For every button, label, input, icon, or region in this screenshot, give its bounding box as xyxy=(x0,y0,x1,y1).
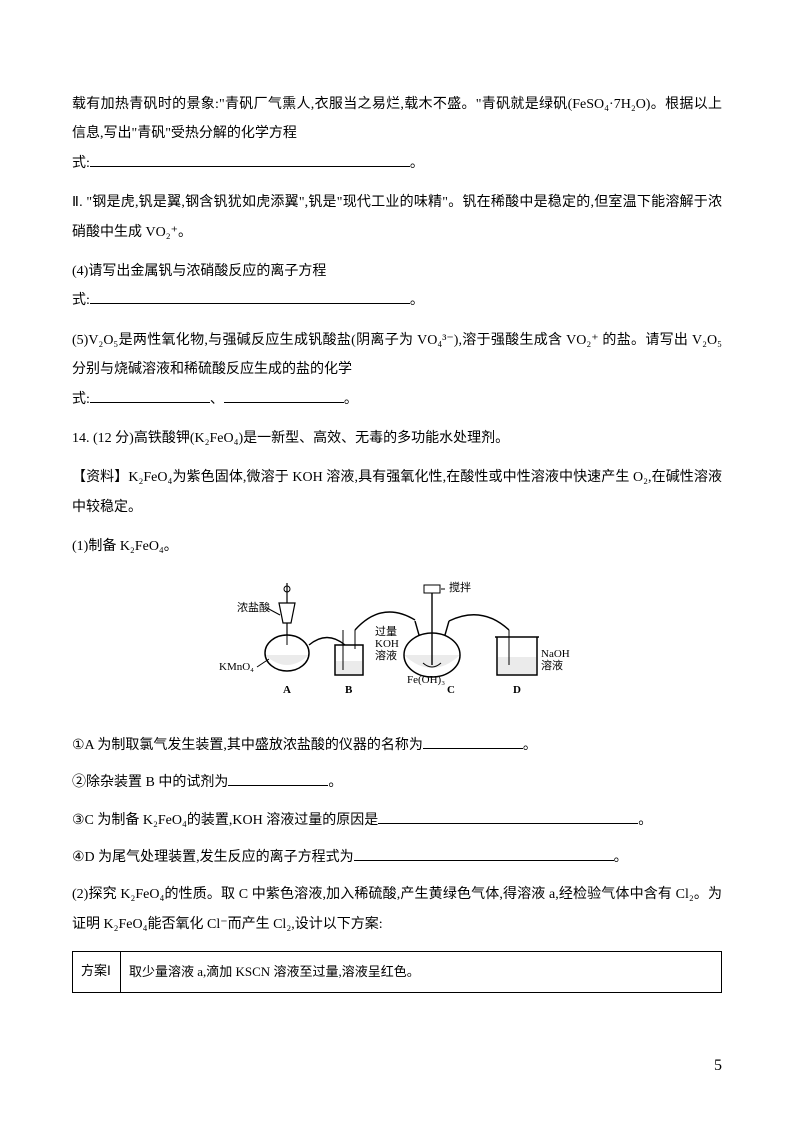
text: 5 xyxy=(714,1057,722,1074)
text: 。 xyxy=(638,813,652,828)
question-14-1-1: ①A 为制取氯气发生装置,其中盛放浓盐酸的仪器的名称为 。 xyxy=(72,731,722,760)
apparatus-figure: 浓盐酸 KMnO₄ 搅拌 过量 KOH 溶液 Fe(OH)₃ NaOH xyxy=(72,575,722,716)
paragraph-section-2: Ⅱ. "钢是虎,钒是翼,钢含钒犹如虎添翼",钒是"现代工业的味精"。钒在稀酸中是… xyxy=(72,188,722,247)
question-5-blank: 式: 、 。 xyxy=(72,385,722,414)
text: 。 xyxy=(410,156,424,171)
text: ①A 为制取氯气发生装置,其中盛放浓盐酸的仪器的名称为 xyxy=(72,738,423,753)
text: 式: xyxy=(72,156,90,171)
text: ②除杂装置 B 中的试剂为 xyxy=(72,775,228,790)
text: 载有加热青矾时的景象:"青矾厂气熏人,衣服当之易烂,载木不盛。"青矾就是绿矾(F… xyxy=(72,97,722,141)
scheme-table: 方案Ⅰ 取少量溶液 a,滴加 KSCN 溶液至过量,溶液呈红色。 xyxy=(72,951,722,992)
blank xyxy=(228,769,328,786)
label-naoh2: 溶液 xyxy=(541,658,563,672)
text: 方案Ⅰ xyxy=(81,963,111,978)
label-hcl: 浓盐酸 xyxy=(237,600,270,614)
question-4-blank: 式: 。 xyxy=(72,286,722,315)
label-stir: 搅拌 xyxy=(449,580,471,594)
text: 。 xyxy=(614,850,628,865)
blank xyxy=(90,288,410,305)
paragraph-intro-1: 载有加热青矾时的景象:"青矾厂气熏人,衣服当之易烂,载木不盛。"青矾就是绿矾(F… xyxy=(72,90,722,149)
question-14-head: 14. (12 分)高铁酸钾(K₂FeO₄)是一新型、高效、无毒的多功能水处理剂… xyxy=(72,424,722,453)
label-C: C xyxy=(447,684,455,696)
question-4: (4)请写出金属钒与浓硝酸反应的离子方程 xyxy=(72,257,722,286)
page-number: 5 xyxy=(714,1049,722,1083)
blank xyxy=(224,386,344,403)
text: 14. (12 分)高铁酸钾(K₂FeO₄)是一新型、高效、无毒的多功能水处理剂… xyxy=(72,431,509,446)
label-koh3: 溶液 xyxy=(375,648,397,662)
label-kmno4: KMnO₄ xyxy=(219,661,254,673)
label-D: D xyxy=(513,684,521,696)
blank xyxy=(90,150,410,167)
question-14-2: (2)探究 K₂FeO₄的性质。取 C 中紫色溶液,加入稀硫酸,产生黄绿色气体,… xyxy=(72,880,722,939)
text: 取少量溶液 a,滴加 KSCN 溶液至过量,溶液呈红色。 xyxy=(129,964,420,979)
blank xyxy=(354,844,614,861)
text: 。 xyxy=(410,293,424,308)
text: 式: xyxy=(72,392,90,407)
label-koh2: KOH xyxy=(375,638,399,650)
question-14-1: (1)制备 K₂FeO₄。 xyxy=(72,532,722,561)
label-B: B xyxy=(345,684,353,696)
text: (2)探究 K₂FeO₄的性质。取 C 中紫色溶液,加入稀硫酸,产生黄绿色气体,… xyxy=(72,887,722,931)
label-A: A xyxy=(283,684,291,696)
label-feoh: Fe(OH)₃ xyxy=(407,674,445,686)
blank xyxy=(90,386,210,403)
label-koh1: 过量 xyxy=(375,625,397,638)
table-row: 方案Ⅰ 取少量溶液 a,滴加 KSCN 溶液至过量,溶液呈红色。 xyxy=(73,952,722,992)
question-14-1-3: ③C 为制备 K₂FeO₄的装置,KOH 溶液过量的原因是 。 xyxy=(72,806,722,835)
question-14-1-4: ④D 为尾气处理装置,发生反应的离子方程式为 。 xyxy=(72,843,722,872)
scheme-text-cell: 取少量溶液 a,滴加 KSCN 溶液至过量,溶液呈红色。 xyxy=(121,952,722,992)
text: Ⅱ. "钢是虎,钒是翼,钢含钒犹如虎添翼",钒是"现代工业的味精"。钒在稀酸中是… xyxy=(72,195,722,239)
question-5: (5)V₂O₅是两性氧化物,与强碱反应生成钒酸盐(阴离子为 VO₄³⁻),溶于强… xyxy=(72,326,722,385)
text: (4)请写出金属钒与浓硝酸反应的离子方程 xyxy=(72,264,326,279)
text: (5)V₂O₅是两性氧化物,与强碱反应生成钒酸盐(阴离子为 VO₄³⁻),溶于强… xyxy=(72,333,722,377)
text: ③C 为制备 K₂FeO₄的装置,KOH 溶液过量的原因是 xyxy=(72,813,378,828)
question-14-data: 【资料】K₂FeO₄为紫色固体,微溶于 KOH 溶液,具有强氧化性,在酸性或中性… xyxy=(72,463,722,522)
scheme-label-cell: 方案Ⅰ xyxy=(73,952,121,992)
text: 。 xyxy=(328,775,342,790)
blank xyxy=(378,807,638,824)
text: 【资料】K₂FeO₄为紫色固体,微溶于 KOH 溶液,具有强氧化性,在酸性或中性… xyxy=(72,470,722,514)
text: 。 xyxy=(344,392,358,407)
text: 。 xyxy=(523,738,537,753)
text: ④D 为尾气处理装置,发生反应的离子方程式为 xyxy=(72,850,354,865)
label-naoh1: NaOH xyxy=(541,648,570,660)
text: (1)制备 K₂FeO₄。 xyxy=(72,539,178,554)
text: 、 xyxy=(210,392,224,407)
text: 式: xyxy=(72,293,90,308)
paragraph-intro-1-blank: 式: 。 xyxy=(72,149,722,178)
question-14-1-2: ②除杂装置 B 中的试剂为 。 xyxy=(72,768,722,797)
blank xyxy=(423,732,523,749)
